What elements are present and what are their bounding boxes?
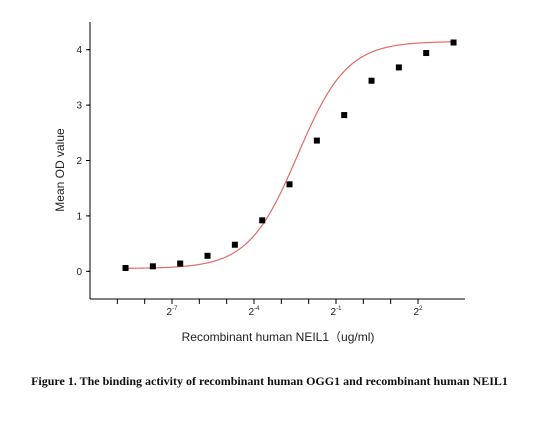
data-point	[395, 64, 402, 71]
x-tick-label: 2-4	[249, 306, 261, 318]
y-ticks: 0 1 2 3 4	[76, 45, 90, 278]
y-tick-label: 3	[76, 101, 82, 112]
data-point	[313, 137, 320, 144]
data-point	[177, 260, 184, 267]
axes	[89, 22, 465, 300]
data-point	[122, 264, 129, 271]
data-point	[368, 77, 375, 84]
y-axis-title: Mean OD value	[53, 128, 67, 212]
data-point	[286, 181, 293, 188]
x-axis-title: Recombinant human NEIL1（ug/ml)	[182, 330, 375, 344]
data-point	[450, 39, 457, 46]
data-point	[423, 50, 430, 57]
figure-caption: Figure 1. The binding activity of recomb…	[31, 374, 508, 388]
data-point	[341, 112, 348, 119]
x-tick-label: 2-7	[167, 306, 179, 318]
data-points	[122, 39, 457, 271]
data-point	[204, 252, 211, 259]
x-tick-label: 22	[414, 306, 424, 318]
y-tick-label: 0	[76, 267, 82, 278]
y-tick-label: 4	[76, 45, 82, 56]
data-point	[231, 241, 238, 248]
data-point	[149, 263, 156, 270]
data-point	[259, 217, 266, 224]
fit-curve	[125, 41, 454, 269]
y-tick-label: 2	[76, 156, 82, 167]
x-ticks: 2-7 2-4 2-1 22	[116, 299, 424, 318]
x-tick-label: 2-1	[331, 306, 343, 318]
y-tick-label: 1	[76, 211, 82, 222]
